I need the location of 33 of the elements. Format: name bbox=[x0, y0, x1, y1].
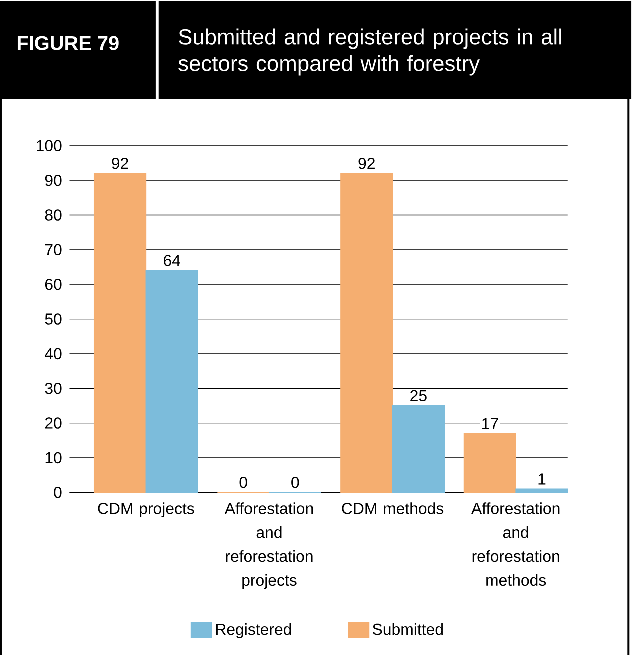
data-label: 17 bbox=[482, 418, 498, 430]
bar bbox=[94, 173, 147, 494]
y-tick-label: 90 bbox=[46, 174, 62, 186]
y-tick-label: 30 bbox=[45, 382, 62, 394]
data-label: 25 bbox=[410, 390, 428, 402]
data-label: 1 bbox=[538, 474, 546, 485]
bar bbox=[340, 173, 394, 494]
y-tick-label: 70 bbox=[46, 244, 62, 256]
legend-label: Registered bbox=[216, 624, 292, 638]
y-tick-label: 60 bbox=[46, 278, 62, 290]
data-label: 0 bbox=[240, 476, 248, 488]
bar bbox=[146, 270, 199, 494]
caption: FIGURE 79 bbox=[18, 36, 120, 50]
y-tick-label: 10 bbox=[46, 452, 62, 464]
chart-title: Submitted and registered projects in all sectors compared with forestry bbox=[178, 28, 562, 76]
y-tick-label: 100 bbox=[37, 140, 62, 152]
bar bbox=[392, 406, 446, 494]
data-label: 92 bbox=[112, 158, 129, 170]
bar bbox=[464, 433, 517, 494]
y-tick-label: 50 bbox=[45, 314, 62, 325]
x-tick-label: CDM methods bbox=[342, 502, 444, 514]
data-label: 64 bbox=[164, 255, 181, 266]
bar bbox=[516, 488, 568, 494]
y-tick-label: 20 bbox=[46, 418, 62, 429]
legend-label: Submitted bbox=[373, 624, 444, 636]
data-label: 92 bbox=[358, 158, 376, 170]
y-tick-label: 80 bbox=[46, 210, 62, 221]
x-tick-label: Afforestation and reforestation methods bbox=[472, 502, 560, 586]
x-tick-label: Afforestation and reforestation projects bbox=[225, 502, 314, 590]
data-label: 0 bbox=[292, 476, 300, 488]
y-tick-label: 40 bbox=[45, 348, 62, 360]
y-tick-label: 0 bbox=[54, 486, 62, 498]
x-tick-label: CDM projects bbox=[98, 502, 194, 518]
